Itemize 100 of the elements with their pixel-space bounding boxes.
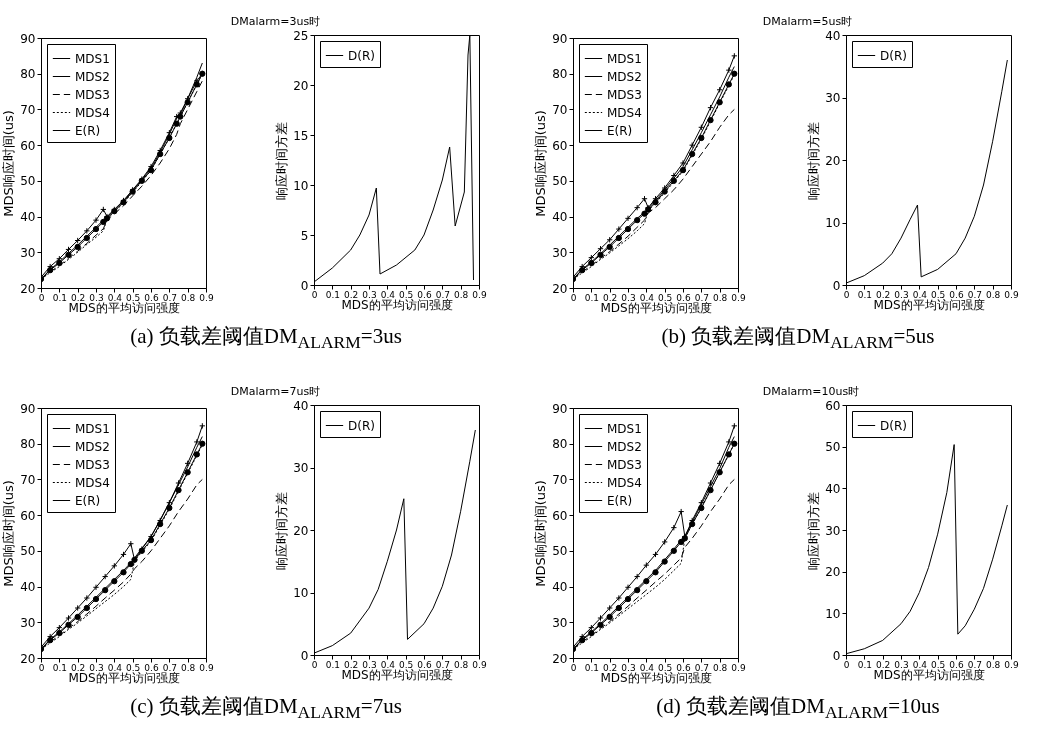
y-tick-label: 5 — [300, 228, 309, 243]
legend-label: MDS4 — [75, 105, 110, 120]
x-tick-label: 0.7 — [694, 662, 709, 673]
y-tick-label: 40 — [293, 398, 309, 413]
x-tick-label: 0.4 — [639, 292, 655, 303]
x-tick-label: 0.6 — [144, 662, 159, 673]
x-tick-label: 0.5 — [126, 662, 141, 673]
legend-label: D(R) — [348, 418, 375, 433]
legend-label: MDS2 — [75, 439, 110, 454]
x-axis-title: MDS的平均访问强度 — [68, 670, 180, 685]
x-tick-label: 0.8 — [713, 292, 728, 303]
x-axis-title: MDS的平均访问强度 — [600, 300, 712, 315]
y-tick-label: 40 — [20, 580, 36, 595]
x-tick-label: 0.8 — [181, 662, 196, 673]
x-tick-label: 0.1 — [584, 662, 599, 673]
y-tick-label: 30 — [825, 91, 841, 105]
y-tick-label: 60 — [552, 138, 568, 153]
chart-title: DMalarm=7us时 — [230, 385, 321, 398]
x-tick-label: 0.8 — [986, 659, 1001, 670]
y-tick-label: 60 — [825, 398, 841, 413]
y-tick-label: 30 — [552, 245, 568, 260]
y-tick-label: 30 — [825, 523, 841, 538]
y-tick-label: 30 — [20, 615, 36, 630]
x-axis-title: MDS的平均访问强度 — [341, 667, 453, 682]
legend-label: MDS4 — [607, 105, 642, 120]
x-tick-label: 0.9 — [472, 659, 487, 670]
legend-label: MDS2 — [607, 69, 642, 84]
y-tick-label: 30 — [293, 461, 309, 475]
x-tick-label: 0.9 — [199, 292, 214, 303]
y-tick-label: 60 — [552, 508, 568, 523]
x-tick-label: 0.7 — [435, 659, 450, 670]
x-tick-label: 0.9 — [472, 289, 487, 300]
x-tick-label: 0.3 — [89, 662, 104, 673]
x-tick-label: 0.6 — [417, 289, 432, 300]
x-tick-label: 0.2 — [876, 659, 891, 670]
text: (c) 负载差阈值DM$_{ALARM}$=7us — [129, 693, 403, 724]
x-tick-label: 0.8 — [986, 289, 1001, 300]
legend-label: MDS2 — [75, 69, 110, 84]
x-tick-label: 0.8 — [181, 292, 196, 303]
x-tick-label: 0.9 — [731, 292, 746, 303]
x-tick-label: 0.2 — [71, 292, 86, 303]
x-tick-label: 0.9 — [1004, 659, 1019, 670]
y-tick-label: 20 — [20, 281, 36, 296]
y-tick-label: 20 — [825, 565, 841, 580]
y-tick-label: 50 — [20, 174, 36, 189]
x-axis-title: MDS的平均访问强度 — [873, 297, 985, 312]
x-tick-label: 0.8 — [454, 289, 469, 300]
y-tick-label: 20 — [20, 651, 36, 666]
x-axis-title: MDS的平均访问强度 — [873, 667, 985, 682]
legend-label: MDS4 — [607, 475, 642, 490]
x-tick-label: 0.2 — [344, 659, 359, 670]
x-tick-label: 0.5 — [658, 662, 673, 673]
x-tick-label: 0 — [38, 662, 45, 673]
chart-title: DMalarm=10us时 — [762, 385, 860, 398]
y-tick-label: 20 — [552, 281, 568, 296]
legend-label: MDS3 — [607, 457, 642, 472]
y-tick-label: 30 — [552, 615, 568, 630]
x-tick-label: 0.7 — [967, 659, 982, 670]
y-tick-label: 90 — [20, 401, 36, 416]
x-tick-label: 0.7 — [162, 292, 177, 303]
y-tick-label: 70 — [20, 102, 36, 117]
y-tick-label: 50 — [20, 544, 36, 559]
x-tick-label: 0.3 — [621, 662, 636, 673]
x-tick-label: 0.2 — [876, 289, 891, 300]
y-tick-label: 40 — [552, 580, 568, 595]
y-tick-label: 10 — [825, 216, 841, 230]
x-tick-label: 0.3 — [362, 659, 377, 670]
y-tick-label: 25 — [293, 28, 309, 43]
y-axis-title: MDS响应时间(us) — [1, 110, 17, 217]
x-tick-label: 0.1 — [584, 292, 599, 303]
y-axis-title: 响应时间方差 — [274, 121, 290, 200]
x-tick-label: 0.7 — [694, 292, 709, 303]
x-tick-label: 0.6 — [949, 659, 964, 670]
y-axis-title: 响应时间方差 — [806, 121, 822, 200]
y-tick-label: 20 — [293, 523, 309, 538]
y-tick-label: 80 — [552, 67, 568, 82]
y-tick-label: 90 — [552, 401, 568, 416]
x-tick-label: 0.5 — [399, 289, 414, 300]
x-tick-label: 0.2 — [603, 292, 618, 303]
legend-label: MDS1 — [75, 421, 110, 436]
text: (d) 负载差阈值DM$_{ALARM}$=10us — [655, 693, 941, 724]
legend-label: MDS3 — [75, 457, 110, 472]
x-tick-label: 0.1 — [325, 289, 340, 300]
y-tick-label: 90 — [20, 31, 36, 46]
y-axis-title: 响应时间方差 — [274, 491, 290, 570]
x-tick-label: 0.1 — [52, 292, 67, 303]
x-tick-label: 0.9 — [199, 662, 214, 673]
y-tick-label: 40 — [20, 210, 36, 225]
legend-label: E(R) — [607, 493, 633, 508]
x-tick-label: 0.4 — [380, 289, 396, 300]
legend-label: MDS1 — [75, 51, 110, 66]
y-tick-label: 30 — [20, 245, 36, 260]
x-tick-label: 0.7 — [967, 289, 982, 300]
x-tick-label: 0.4 — [639, 662, 655, 673]
x-tick-label: 0.6 — [144, 292, 159, 303]
x-tick-label: 0.4 — [107, 292, 123, 303]
x-tick-label: 0.5 — [126, 292, 141, 303]
text: (b) 负载差阈值DM$_{ALARM}$=5us — [660, 323, 936, 354]
y-tick-label: 50 — [552, 174, 568, 189]
x-tick-label: 0.5 — [399, 659, 414, 670]
